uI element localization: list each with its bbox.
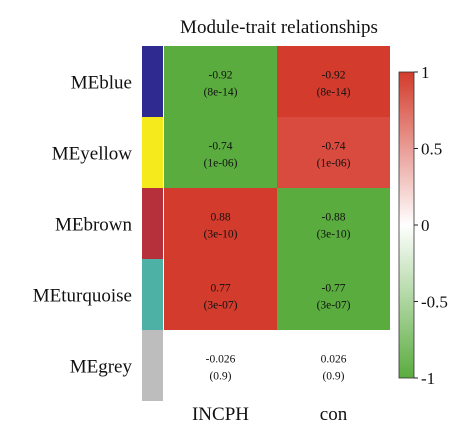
module-color-bars	[142, 46, 163, 401]
column-label: con	[320, 404, 348, 425]
cell-correlation: -0.026	[206, 354, 236, 366]
cell-pvalue: (3e-07)	[204, 300, 238, 312]
color-scale-bar	[398, 71, 415, 379]
cell-correlation: -0.88	[322, 212, 346, 224]
heatmap-cell	[277, 188, 390, 259]
cell-correlation: -0.77	[322, 283, 346, 295]
heatmap-cell	[164, 46, 277, 117]
cell-correlation: 0.026	[321, 354, 347, 366]
module-color-bar	[142, 259, 163, 330]
color-scale-tick-label: 1	[421, 63, 430, 82]
row-label: MEgrey	[70, 357, 133, 378]
column-labels: INCPH con	[192, 404, 348, 425]
row-label: MEyellow	[52, 144, 132, 165]
row-label: MEblue	[71, 73, 132, 94]
cell-correlation: -0.74	[322, 141, 346, 153]
column-label: INCPH	[192, 404, 249, 425]
heatmap-cell	[277, 330, 390, 401]
color-scale-tick-label: 0.5	[421, 140, 442, 159]
row-labels: MEblue MEyellow MEbrown MEturquoise MEgrey	[33, 73, 133, 378]
heatmap-cell	[164, 117, 277, 188]
heatmap-cell	[277, 259, 390, 330]
color-scale-tick-label: -0.5	[421, 293, 448, 312]
module-color-bar	[142, 188, 163, 259]
cell-pvalue: (3e-10)	[317, 229, 351, 241]
cell-correlation: -0.92	[209, 70, 233, 82]
cell-pvalue: (0.9)	[322, 371, 344, 383]
cell-pvalue: (1e-06)	[317, 158, 351, 170]
cell-correlation: -0.74	[209, 141, 233, 153]
module-color-bar	[142, 117, 163, 188]
cell-pvalue: (0.9)	[209, 371, 231, 383]
cell-correlation: -0.92	[322, 70, 346, 82]
cell-correlation: 0.88	[210, 212, 230, 224]
heatmap-cell	[164, 330, 277, 401]
cell-pvalue: (3e-07)	[317, 300, 351, 312]
module-color-bar	[142, 46, 163, 117]
heatmap-cells: -0.92 (8e-14) -0.92 (8e-14) -0.74 (1e-06) -0.7…	[164, 46, 390, 401]
color-scale-tick-label: 0	[421, 216, 430, 235]
module-color-bar	[142, 330, 163, 401]
cell-correlation: 0.77	[210, 283, 230, 295]
color-scale: 1 0.5 0 -0.5 -1	[398, 63, 448, 388]
color-scale-tick-label: -1	[421, 369, 435, 388]
heatmap-cell	[164, 188, 277, 259]
heatmap-cell	[277, 46, 390, 117]
heatmap-cell	[164, 259, 277, 330]
row-label: MEturquoise	[33, 286, 132, 307]
cell-pvalue: (8e-14)	[204, 87, 238, 99]
heatmap-cell	[277, 117, 390, 188]
cell-pvalue: (8e-14)	[317, 87, 351, 99]
chart-title: Module-trait relationships	[180, 17, 378, 38]
row-label: MEbrown	[55, 215, 133, 236]
cell-pvalue: (3e-10)	[204, 229, 238, 241]
cell-pvalue: (1e-06)	[204, 158, 238, 170]
